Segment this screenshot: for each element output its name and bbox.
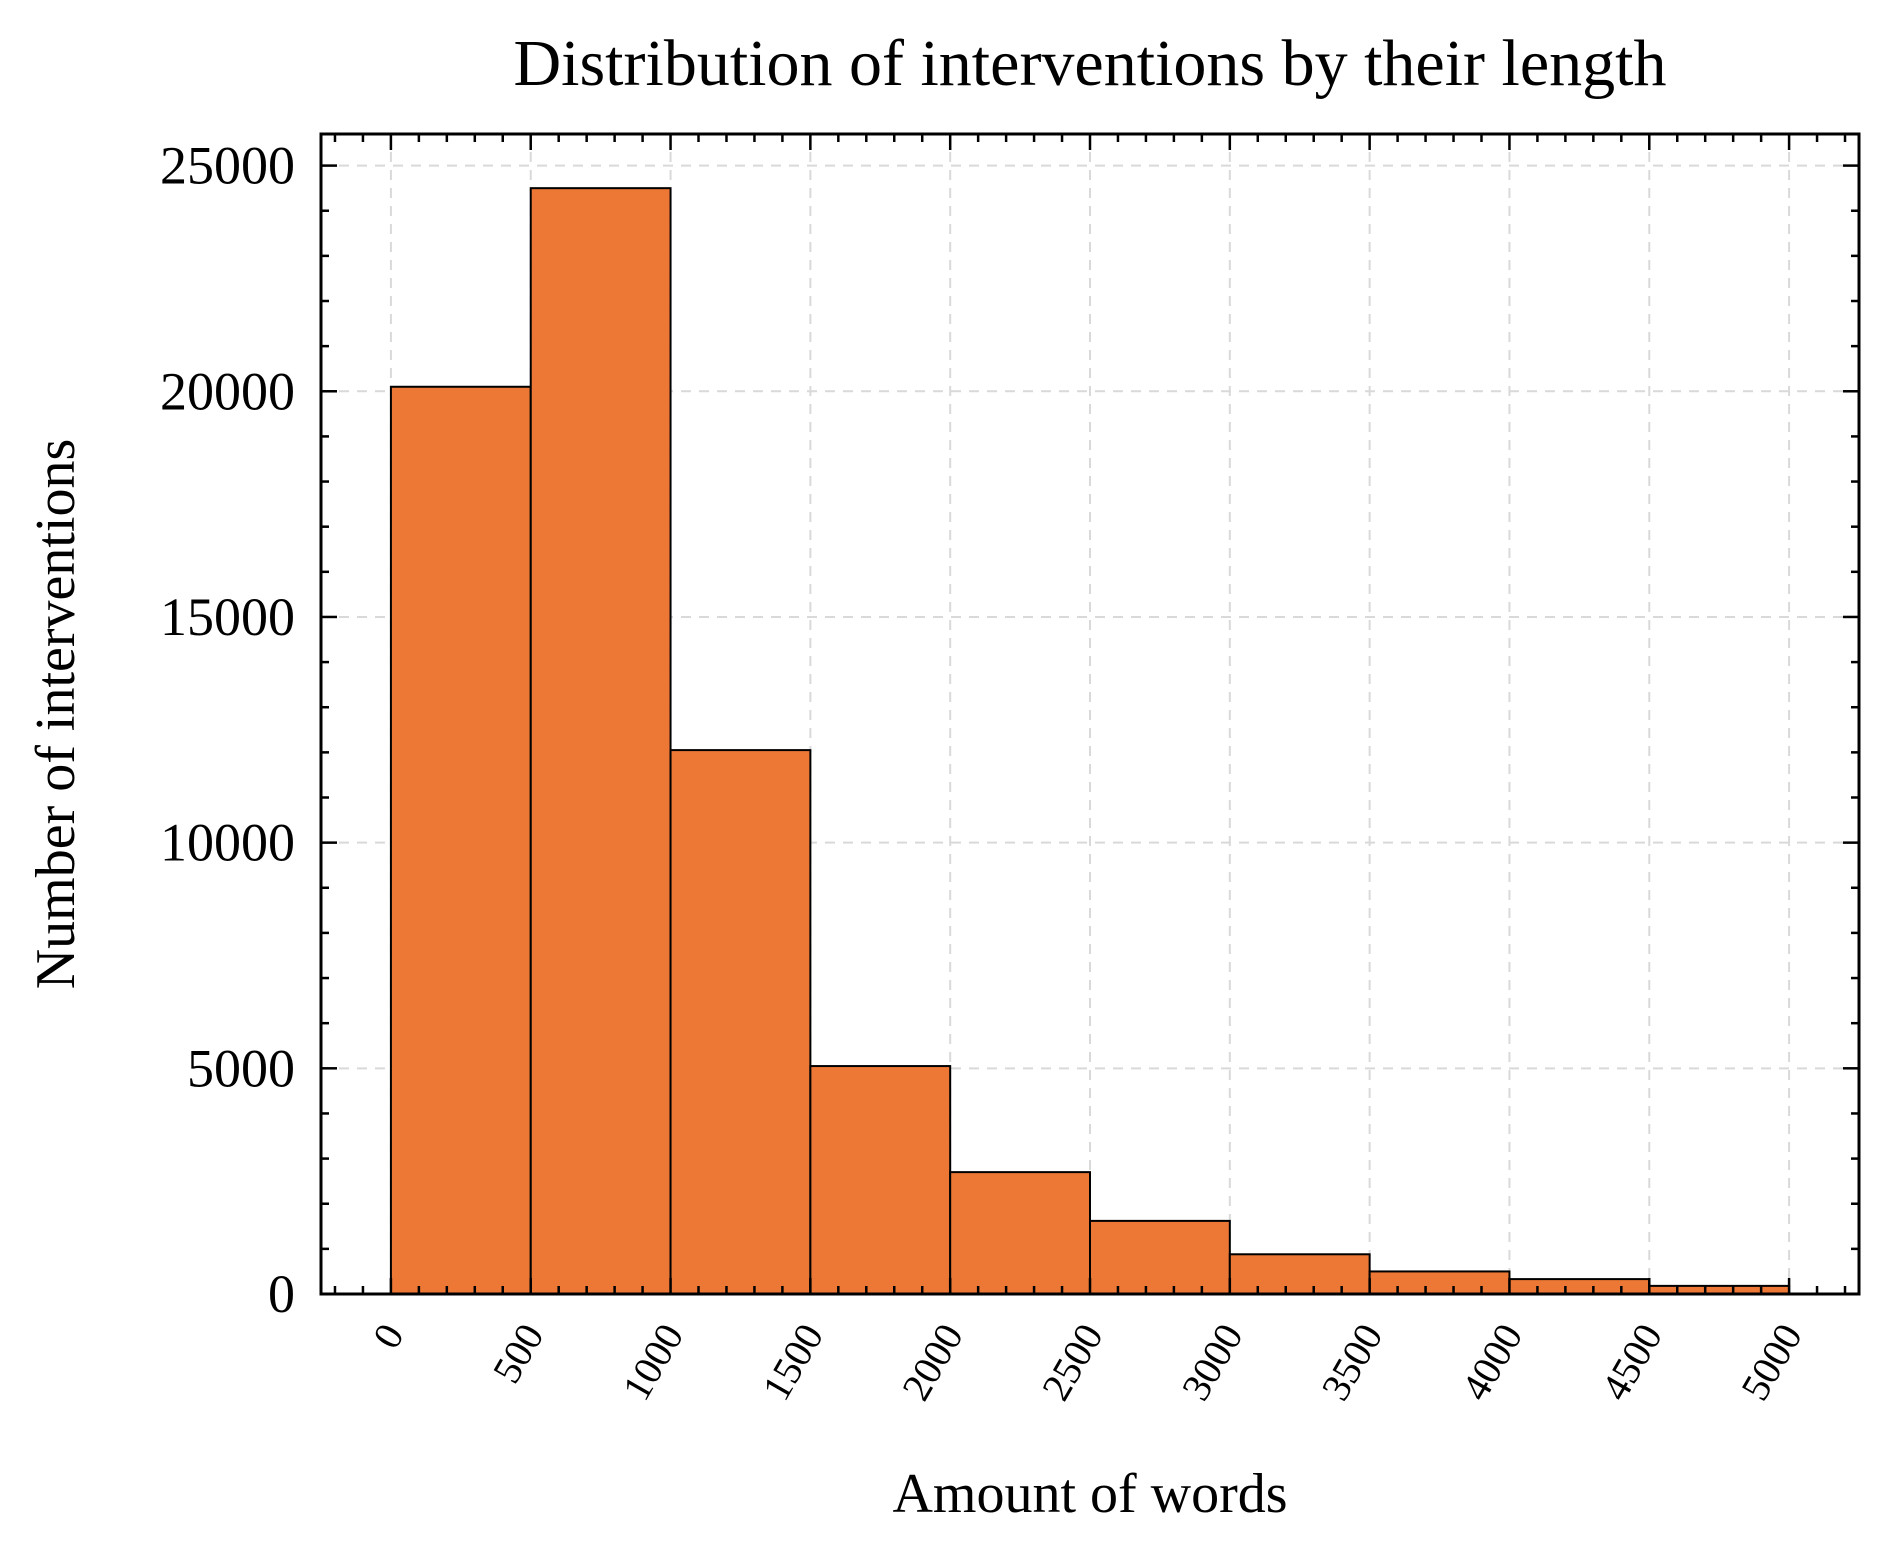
y-tick-labels: 0 5000 10000 15000 20000 25000 — [160, 136, 295, 1324]
histogram-bar — [1368, 1270, 1511, 1295]
y-tick-label: 10000 — [160, 813, 295, 873]
x-tick-label: 2000 — [893, 1316, 972, 1408]
bars — [389, 187, 1791, 1296]
x-tick-label: 1500 — [753, 1316, 832, 1408]
histogram-bar — [1089, 1219, 1231, 1296]
y-tick-label: 0 — [268, 1264, 295, 1324]
x-tick-label: 5000 — [1732, 1316, 1811, 1408]
histogram-bar — [389, 385, 532, 1295]
x-axis-label: Amount of words — [892, 1463, 1287, 1525]
x-tick-labels: 0 500 1000 1500 2000 2500 3000 3500 4000 4500 5000 — [364, 1316, 1811, 1408]
histogram-bar — [669, 749, 812, 1295]
x-tick-label: 1000 — [613, 1316, 692, 1408]
x-tick-label: 4500 — [1592, 1316, 1671, 1408]
y-axis-label: Number of interventions — [25, 439, 87, 990]
y-tick-label: 20000 — [160, 361, 295, 421]
y-tick-label: 15000 — [160, 587, 295, 647]
x-tick-label: 500 — [484, 1316, 553, 1390]
x-tick-label: 2500 — [1033, 1316, 1112, 1408]
x-tick-label: 0 — [364, 1316, 413, 1356]
x-tick-label: 3500 — [1312, 1316, 1391, 1408]
histogram-bar — [1508, 1278, 1651, 1296]
x-tick-label: 3000 — [1173, 1316, 1252, 1408]
y-tick-label: 5000 — [187, 1038, 295, 1098]
y-tick-label: 25000 — [160, 136, 295, 196]
histogram-bar — [529, 187, 672, 1295]
plot-frame — [319, 132, 1861, 1296]
chart-title: Distribution of interventions by their l… — [513, 27, 1666, 100]
x-tick-label: 4000 — [1452, 1316, 1531, 1408]
histogram-bar — [949, 1171, 1091, 1296]
histogram-bar — [809, 1065, 952, 1295]
histogram-bar — [1228, 1253, 1371, 1295]
